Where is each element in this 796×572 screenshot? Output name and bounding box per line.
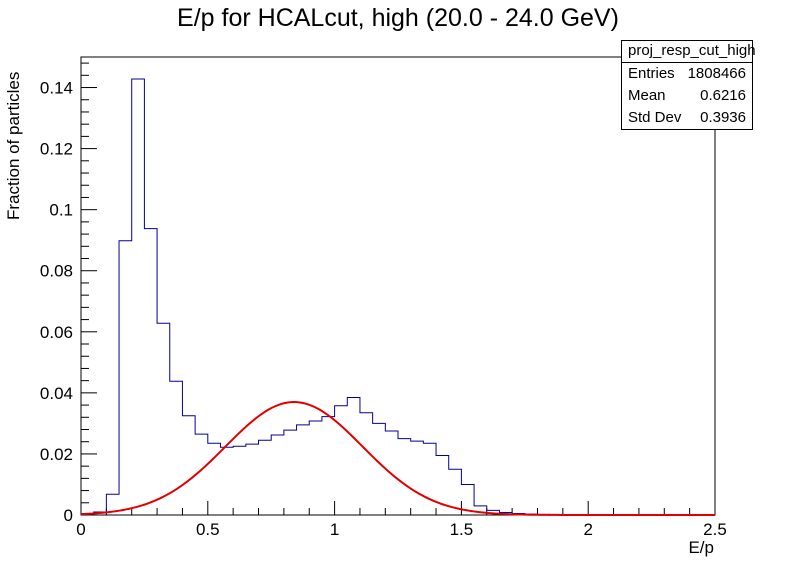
x-tick-label: 2.5 bbox=[703, 520, 727, 539]
stats-box-title: proj_resp_cut_high bbox=[622, 41, 756, 63]
x-tick-label: 0.5 bbox=[196, 520, 220, 539]
x-tick-label: 2 bbox=[583, 520, 592, 539]
axes-ticks bbox=[80, 62, 716, 516]
stats-value: 0.6216 bbox=[700, 87, 746, 104]
y-tick-label: 0.08 bbox=[40, 262, 73, 281]
y-axis-label: Fraction of particles bbox=[4, 71, 23, 220]
y-tick-label: 0 bbox=[64, 506, 73, 525]
stats-label: Std Dev bbox=[628, 109, 682, 126]
chart-title: E/p for HCALcut, high (20.0 - 24.0 GeV) bbox=[177, 4, 619, 32]
y-tick-label: 0.06 bbox=[40, 323, 73, 342]
stats-value: 1808466 bbox=[687, 65, 746, 82]
stats-row-stddev: Std Dev 0.3936 bbox=[622, 107, 752, 129]
gaussian-fit-curve bbox=[80, 401, 715, 516]
stats-row-entries: Entries 1808466 bbox=[622, 63, 752, 85]
stats-label: Mean bbox=[628, 87, 666, 104]
plot-frame bbox=[80, 56, 716, 516]
x-tick-label: 1.5 bbox=[450, 520, 474, 539]
x-axis-label: E/p bbox=[688, 538, 714, 557]
stats-value: 0.3936 bbox=[700, 109, 746, 126]
y-tick-label: 0.12 bbox=[40, 140, 73, 159]
x-tick-label: 0 bbox=[76, 520, 85, 539]
stats-box: proj_resp_cut_high Entries 1808466 Mean … bbox=[621, 40, 756, 130]
stats-row-mean: Mean 0.6216 bbox=[622, 85, 752, 107]
histogram-series bbox=[80, 78, 715, 516]
y-tick-label: 0.04 bbox=[40, 384, 73, 403]
y-tick-label: 0.1 bbox=[49, 201, 73, 220]
x-tick-label: 1 bbox=[330, 520, 339, 539]
axes-tick-labels: 0 0.5 1 1.5 2 2.5 0 0.02 0.04 0.06 0.08 0.1 0.12 0.14 bbox=[40, 79, 727, 539]
stats-label: Entries bbox=[628, 65, 675, 82]
y-tick-label: 0.14 bbox=[40, 79, 73, 98]
y-tick-label: 0.02 bbox=[40, 445, 73, 464]
